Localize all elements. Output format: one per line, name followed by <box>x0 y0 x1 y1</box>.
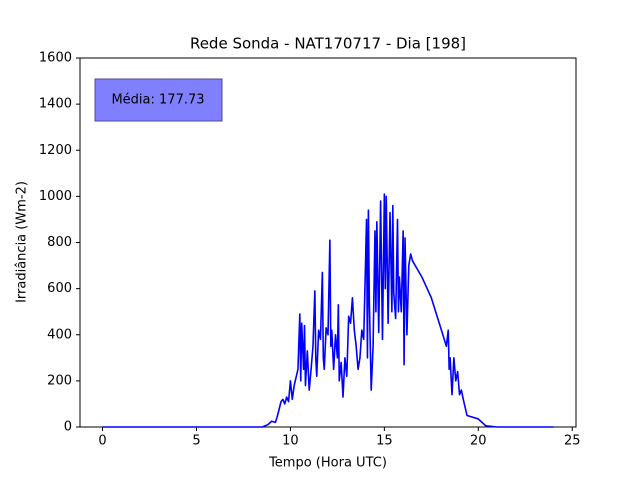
y-tick-label: 0 <box>64 420 72 435</box>
y-tick-label: 400 <box>47 327 72 342</box>
x-tick-label: 5 <box>192 434 200 449</box>
y-tick-label: 1000 <box>39 189 72 204</box>
data-line <box>102 193 554 428</box>
y-tick-label: 600 <box>47 281 72 296</box>
x-tick-label: 10 <box>282 434 299 449</box>
y-tick-label: 1600 <box>39 51 72 66</box>
y-axis-label: Irradiância (Wm-2) <box>15 181 30 303</box>
annotation: Média: 177.73 <box>111 93 204 108</box>
annotation-box <box>94 78 223 122</box>
x-tick-label: 0 <box>98 434 106 449</box>
x-tick-label: 15 <box>376 434 393 449</box>
y-tick-label: 800 <box>47 235 72 250</box>
y-tick-label: 1200 <box>39 143 72 158</box>
x-axis-label: Tempo (Hora UTC) <box>268 456 387 471</box>
chart-title: Rede Sonda - NAT170717 - Dia [198] <box>190 35 466 53</box>
y-tick-label: 200 <box>47 373 72 388</box>
x-tick-label: 25 <box>564 434 581 449</box>
x-tick-label: 20 <box>470 434 487 449</box>
y-tick-label: 1400 <box>39 97 72 112</box>
